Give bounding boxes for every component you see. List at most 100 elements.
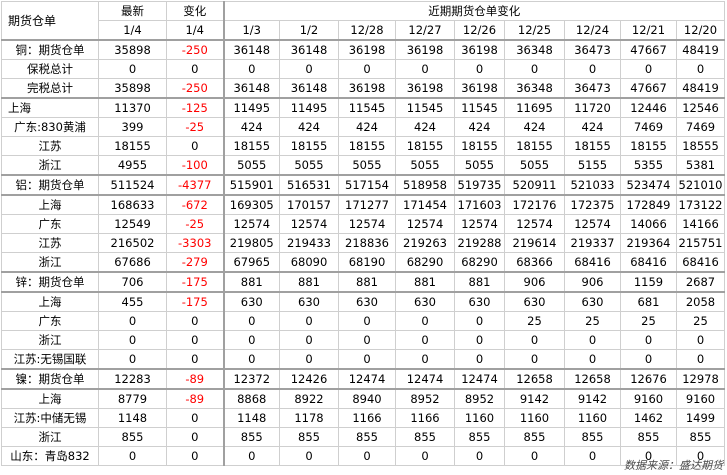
row-label: 广东:830黄浦: [1, 117, 99, 137]
history-value: 68190: [338, 252, 396, 273]
change-value: -250: [166, 78, 225, 99]
table-row: 上海 8779 -89 8868 8922 8940 8952 8952 9142 9142 916…: [1, 388, 725, 409]
table-row: 锌：期货仓单 706 -175 881 881 881 881 881 906 906 1159 26…: [1, 271, 725, 293]
history-value: 0: [338, 446, 396, 466]
latest-value: 0: [98, 59, 167, 79]
table-row: 广东:830黄浦 399 -25 424 424 424 424 424 424 424 7469 7…: [1, 117, 725, 137]
row-label: 镍：期货仓单: [1, 368, 99, 390]
history-value: 0: [504, 446, 565, 466]
history-value: 18555: [676, 136, 725, 156]
history-value: 630: [454, 291, 505, 312]
history-value: 68416: [676, 252, 725, 273]
history-value: 517154: [338, 174, 396, 196]
warehouse-receipt-table: 期货仓单 最新 变化 近期期货仓单变化 1/4 1/4 1/3 1/2 12/2…: [1, 1, 725, 466]
history-value: 855: [676, 427, 725, 447]
date-col-0: 1/3: [223, 20, 280, 41]
history-value: 12574: [395, 214, 455, 234]
history-value: 0: [395, 446, 455, 466]
change-value: -100: [166, 155, 225, 176]
history-value: 36148: [223, 39, 280, 60]
history-value: 36198: [454, 78, 505, 99]
history-value: 519735: [454, 174, 505, 196]
history-value: 5055: [279, 155, 339, 176]
change-value: 0: [166, 136, 225, 156]
history-value: 855: [338, 427, 396, 447]
history-value: 8868: [223, 388, 280, 409]
change-value: 0: [166, 349, 225, 370]
history-value: 0: [454, 446, 505, 466]
latest-value: 67686: [98, 252, 167, 273]
change-value: 0: [166, 59, 225, 79]
history-value: 8952: [395, 388, 455, 409]
row-label: 铝：期货仓单: [1, 174, 99, 196]
row-label: 江苏: [1, 233, 99, 253]
history-value: 1166: [338, 408, 396, 428]
history-value: 5155: [564, 155, 621, 176]
history-value: 518958: [395, 174, 455, 196]
history-value: 424: [504, 117, 565, 137]
change-value: -25: [166, 117, 225, 137]
history-value: 0: [223, 59, 280, 79]
history-value: 68090: [279, 252, 339, 273]
history-value: 11720: [564, 97, 621, 118]
change-value: 0: [166, 427, 225, 447]
change-value: -4377: [166, 174, 225, 196]
history-value: 215751: [676, 233, 725, 253]
latest-value: 18155: [98, 136, 167, 156]
row-label: 广东: [1, 214, 99, 234]
history-value: 170157: [279, 194, 339, 215]
history-value: 1160: [564, 408, 621, 428]
date-col-7: 12/21: [620, 20, 677, 41]
recent-changes-header: 近期期货仓单变化: [223, 1, 725, 21]
table-row: 浙江 67686 -279 67965 68090 68190 68290 68290 6836…: [1, 252, 725, 273]
latest-value: 12283: [98, 368, 167, 390]
history-value: 36473: [564, 39, 621, 60]
history-value: 18155: [564, 136, 621, 156]
table-row: 江苏 216502 -3303 219805 219433 218836 219263 219…: [1, 233, 725, 253]
history-value: 36198: [395, 78, 455, 99]
history-value: 0: [279, 311, 339, 331]
history-value: 881: [395, 271, 455, 293]
history-value: 68416: [620, 252, 677, 273]
history-value: 0: [676, 446, 725, 466]
latest-value: 168633: [98, 194, 167, 215]
history-value: 2687: [676, 271, 725, 293]
table-row: 浙江 0 0 0 0 0 0 0 0 0 0 0: [1, 330, 725, 350]
table-row: 铝：期货仓单 511524 -4377 515901 516531 517154 51895…: [1, 174, 725, 196]
history-value: 12574: [504, 214, 565, 234]
change-value: -279: [166, 252, 225, 273]
history-value: 12658: [564, 368, 621, 390]
latest-value: 706: [98, 271, 167, 293]
history-value: 12574: [279, 214, 339, 234]
history-value: 0: [564, 349, 621, 370]
row-label: 上海: [1, 291, 99, 312]
row-label: 江苏:中储无锡: [1, 408, 99, 428]
history-value: 8940: [338, 388, 396, 409]
latest-value: 11370: [98, 97, 167, 118]
history-value: 881: [338, 271, 396, 293]
history-value: 219433: [279, 233, 339, 253]
history-value: 14066: [620, 214, 677, 234]
date-col-2: 12/28: [338, 20, 396, 41]
history-value: 1462: [620, 408, 677, 428]
header-row-2: 1/4 1/4 1/3 1/2 12/28 12/27 12/26 12/25 …: [2, 20, 725, 41]
history-value: 18155: [223, 136, 280, 156]
row-label: 上海: [1, 97, 99, 118]
change-value: -3303: [166, 233, 225, 253]
table-row: 铜：期货仓单 35898 -250 36148 36148 36198 36198 36198…: [1, 39, 725, 60]
row-label: 上海: [1, 194, 99, 215]
latest-value: 0: [98, 311, 167, 331]
data-source-note: 数据来源：盛达期货: [624, 459, 723, 472]
history-value: 171454: [395, 194, 455, 215]
history-value: 0: [279, 330, 339, 350]
latest-value: 216502: [98, 233, 167, 253]
history-value: 12372: [223, 368, 280, 390]
history-value: 0: [504, 330, 565, 350]
change-value: -89: [166, 388, 225, 409]
history-value: 172849: [620, 194, 677, 215]
history-value: 0: [564, 59, 621, 79]
history-value: 11545: [454, 97, 505, 118]
history-value: 12574: [564, 214, 621, 234]
history-value: 630: [279, 291, 339, 312]
history-value: 9160: [676, 388, 725, 409]
